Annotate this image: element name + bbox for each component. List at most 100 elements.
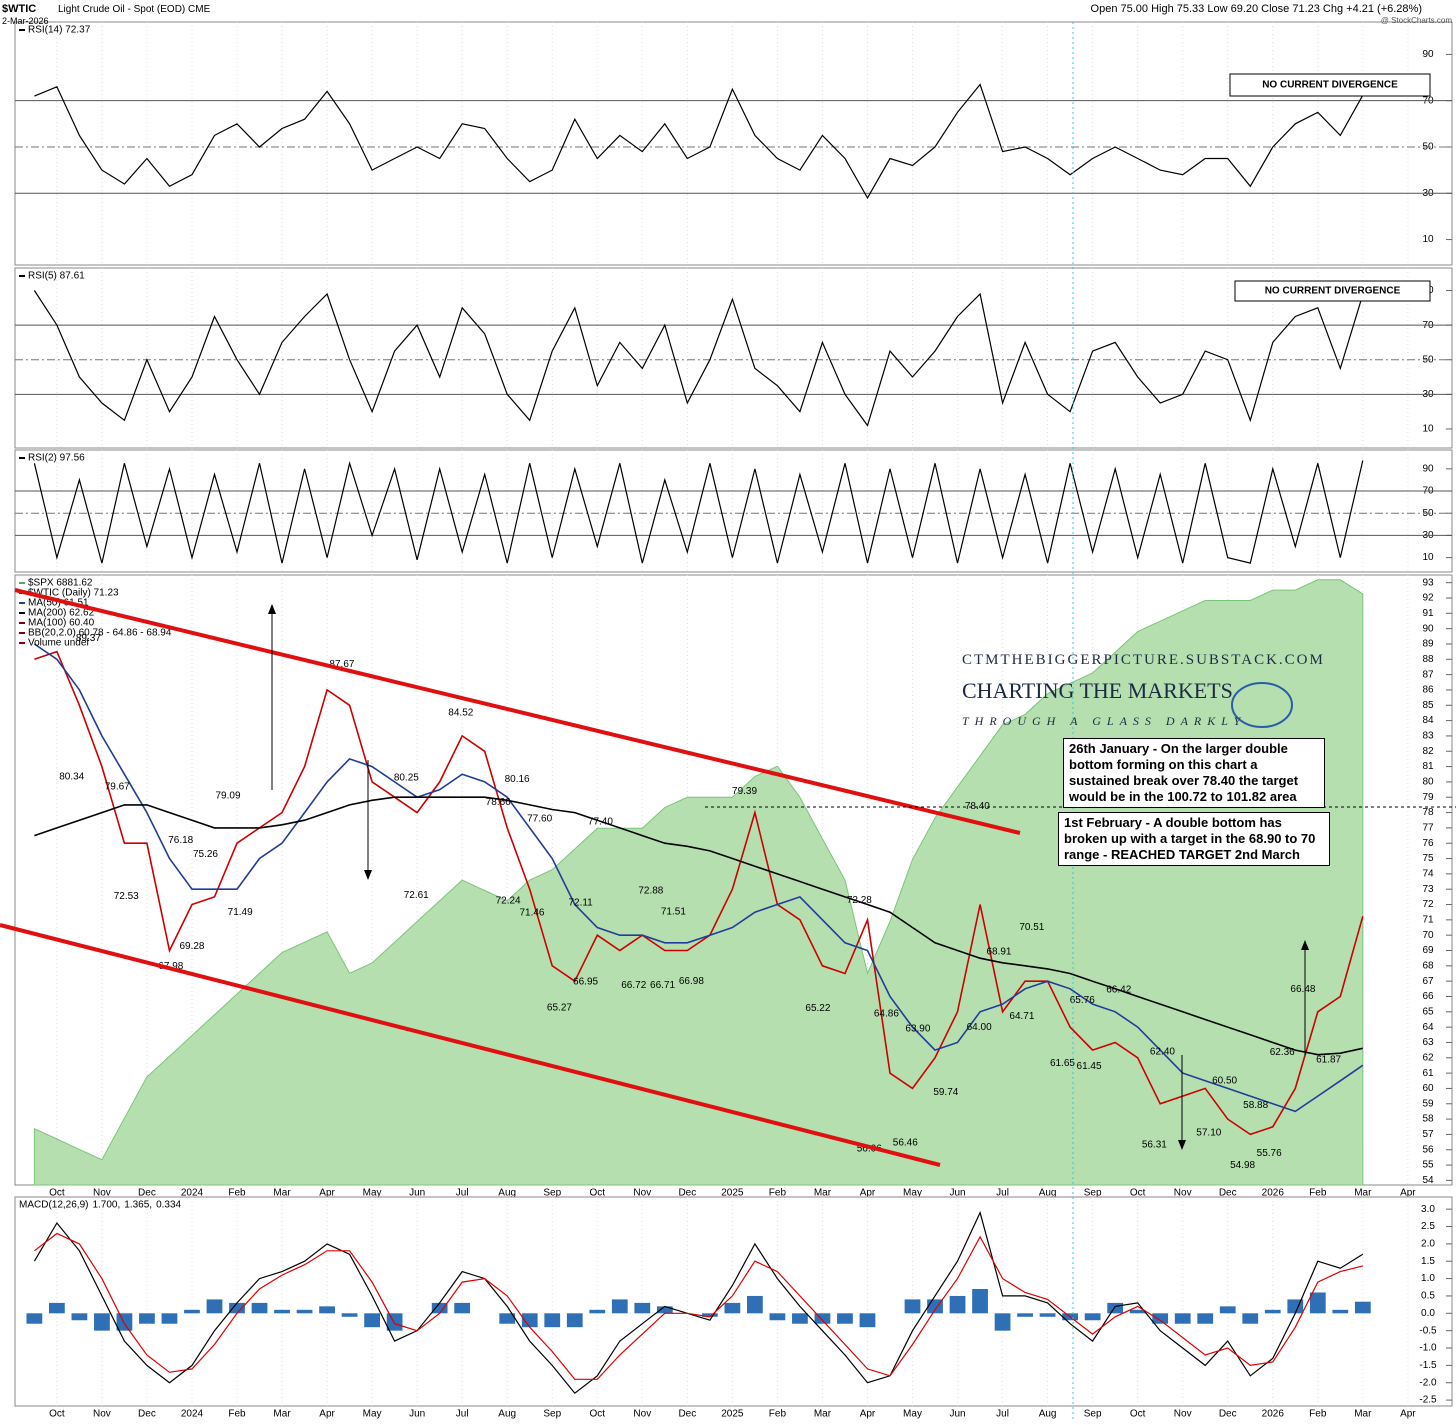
channel-upper <box>14 588 1021 835</box>
y-tick-label: 74 <box>1422 869 1434 880</box>
histogram-bar <box>1174 1313 1191 1324</box>
y-tick-label: 0.0 <box>1421 1308 1435 1319</box>
point-label: 77.40 <box>588 816 613 827</box>
histogram-bar <box>1152 1313 1169 1324</box>
y-tick-label: 2.0 <box>1421 1239 1435 1250</box>
legend-entry: 0.334 <box>156 1200 181 1211</box>
point-label: 79.39 <box>732 786 757 797</box>
y-tick-label: 90 <box>1422 49 1434 60</box>
annotation-box <box>1229 73 1431 97</box>
x-tick-label: Apr <box>319 1409 335 1420</box>
y-tick-label: -2.0 <box>1419 1377 1437 1388</box>
arrow-head <box>1178 1140 1186 1150</box>
y-tick-label: 55 <box>1422 1160 1434 1171</box>
annotation: NO CURRENT DIVERGENCE <box>1262 80 1398 91</box>
histogram-bar <box>1129 1309 1146 1314</box>
histogram-bar <box>319 1306 335 1314</box>
legend-entry: RSI(2) 97.56 <box>28 453 85 464</box>
y-tick-label: 88 <box>1422 654 1434 665</box>
point-label: 61.65 <box>1050 1058 1075 1069</box>
line <box>34 83 1364 200</box>
x-tick-label: Jun <box>949 1188 965 1199</box>
histogram-bar <box>656 1306 673 1314</box>
point-label: 63.90 <box>905 1023 930 1034</box>
x-tick-label: Aug <box>1039 1409 1057 1420</box>
histogram-bar <box>747 1295 763 1314</box>
point-label: 79.09 <box>215 790 240 801</box>
x-tick-label: Jun <box>409 1188 425 1199</box>
logo <box>1231 682 1293 728</box>
panel-frame <box>14 21 1453 266</box>
x-tick-label: Sep <box>543 1188 561 1199</box>
y-tick-label: 93 <box>1422 577 1434 588</box>
point-label: 78.66 <box>486 797 511 808</box>
x-tick-label: May <box>363 1188 382 1199</box>
histogram-bar <box>71 1313 88 1321</box>
arrow-head <box>364 870 372 880</box>
x-tick-label: Dec <box>1219 1188 1237 1199</box>
y-tick-label: 82 <box>1422 746 1434 757</box>
point-label: 66.95 <box>573 977 598 988</box>
x-tick-label: Sep <box>543 1409 561 1420</box>
line <box>34 796 1363 1056</box>
legend-swatch <box>19 457 25 459</box>
x-tick-label: Apr <box>319 1188 335 1199</box>
x-tick-label: Oct <box>589 1188 605 1199</box>
symbol: $WTIC <box>2 3 37 15</box>
point-label: 84.52 <box>448 707 473 718</box>
date: 2-Mar-2026 <box>2 16 49 26</box>
note: 26th January - On the larger double bott… <box>1063 738 1325 808</box>
y-tick-label: 61 <box>1422 1068 1434 1079</box>
y-tick-label: 69 <box>1422 945 1434 956</box>
x-tick-label: Dec <box>1219 1409 1237 1420</box>
y-tick-label: 72 <box>1422 899 1434 910</box>
point-label: 59.74 <box>933 1087 958 1098</box>
y-tick-label: 91 <box>1422 608 1434 619</box>
y-tick-label: 54 <box>1422 1175 1434 1186</box>
x-tick-label: Apr <box>860 1409 876 1420</box>
y-tick-label: 73 <box>1422 884 1434 895</box>
histogram-bar <box>792 1313 808 1324</box>
legend-swatch <box>19 642 25 644</box>
y-tick-label: 62 <box>1422 1052 1434 1063</box>
x-tick-label: 2024 <box>181 1188 204 1199</box>
histogram-bar <box>386 1313 403 1331</box>
point-label: 60.50 <box>1212 1075 1237 1086</box>
histogram-bar <box>94 1313 110 1331</box>
x-tick-label: Nov <box>633 1409 651 1420</box>
histogram-bar <box>611 1299 628 1314</box>
x-tick-label: Jun <box>949 1409 965 1420</box>
histogram-bar <box>589 1309 606 1314</box>
histogram-bar <box>1017 1313 1033 1317</box>
legend-swatch <box>19 582 25 584</box>
legend-entry: MA(50) 61.51 <box>28 598 89 609</box>
histogram-bar <box>1219 1306 1236 1314</box>
x-tick-label: Apr <box>1400 1409 1416 1420</box>
point-label: 64.86 <box>874 1009 899 1020</box>
y-tick-label: 87 <box>1422 669 1434 680</box>
y-tick-label: 81 <box>1422 761 1434 772</box>
histogram-bar <box>521 1313 538 1328</box>
point-label: 71.51 <box>661 907 686 918</box>
point-label: 56.46 <box>893 1137 918 1148</box>
point-label: 67.98 <box>158 961 183 972</box>
point-label: 69.28 <box>179 941 204 952</box>
y-tick-label: -1.0 <box>1419 1343 1437 1354</box>
y-tick-label: -2.5 <box>1419 1395 1437 1406</box>
legend-entry: $SPX 6881.62 <box>28 578 93 589</box>
y-tick-label: 85 <box>1422 700 1434 711</box>
legend-entry: 1.700, <box>92 1200 120 1211</box>
x-tick-label: Oct <box>1130 1188 1146 1199</box>
point-label: 64.71 <box>1009 1011 1034 1022</box>
legend-entry: RSI(5) 87.61 <box>28 271 85 282</box>
x-tick-label: May <box>363 1409 382 1420</box>
point-label: 61.45 <box>1077 1061 1102 1072</box>
legend-swatch <box>19 29 25 31</box>
y-tick-label: 77 <box>1422 823 1434 834</box>
annotation-box <box>1234 280 1431 302</box>
histogram-bar <box>139 1313 155 1324</box>
legend-entry: RSI(14) 72.37 <box>28 25 91 36</box>
source: @ StockCharts.com <box>1380 16 1452 25</box>
point-label: 87.67 <box>329 659 354 670</box>
